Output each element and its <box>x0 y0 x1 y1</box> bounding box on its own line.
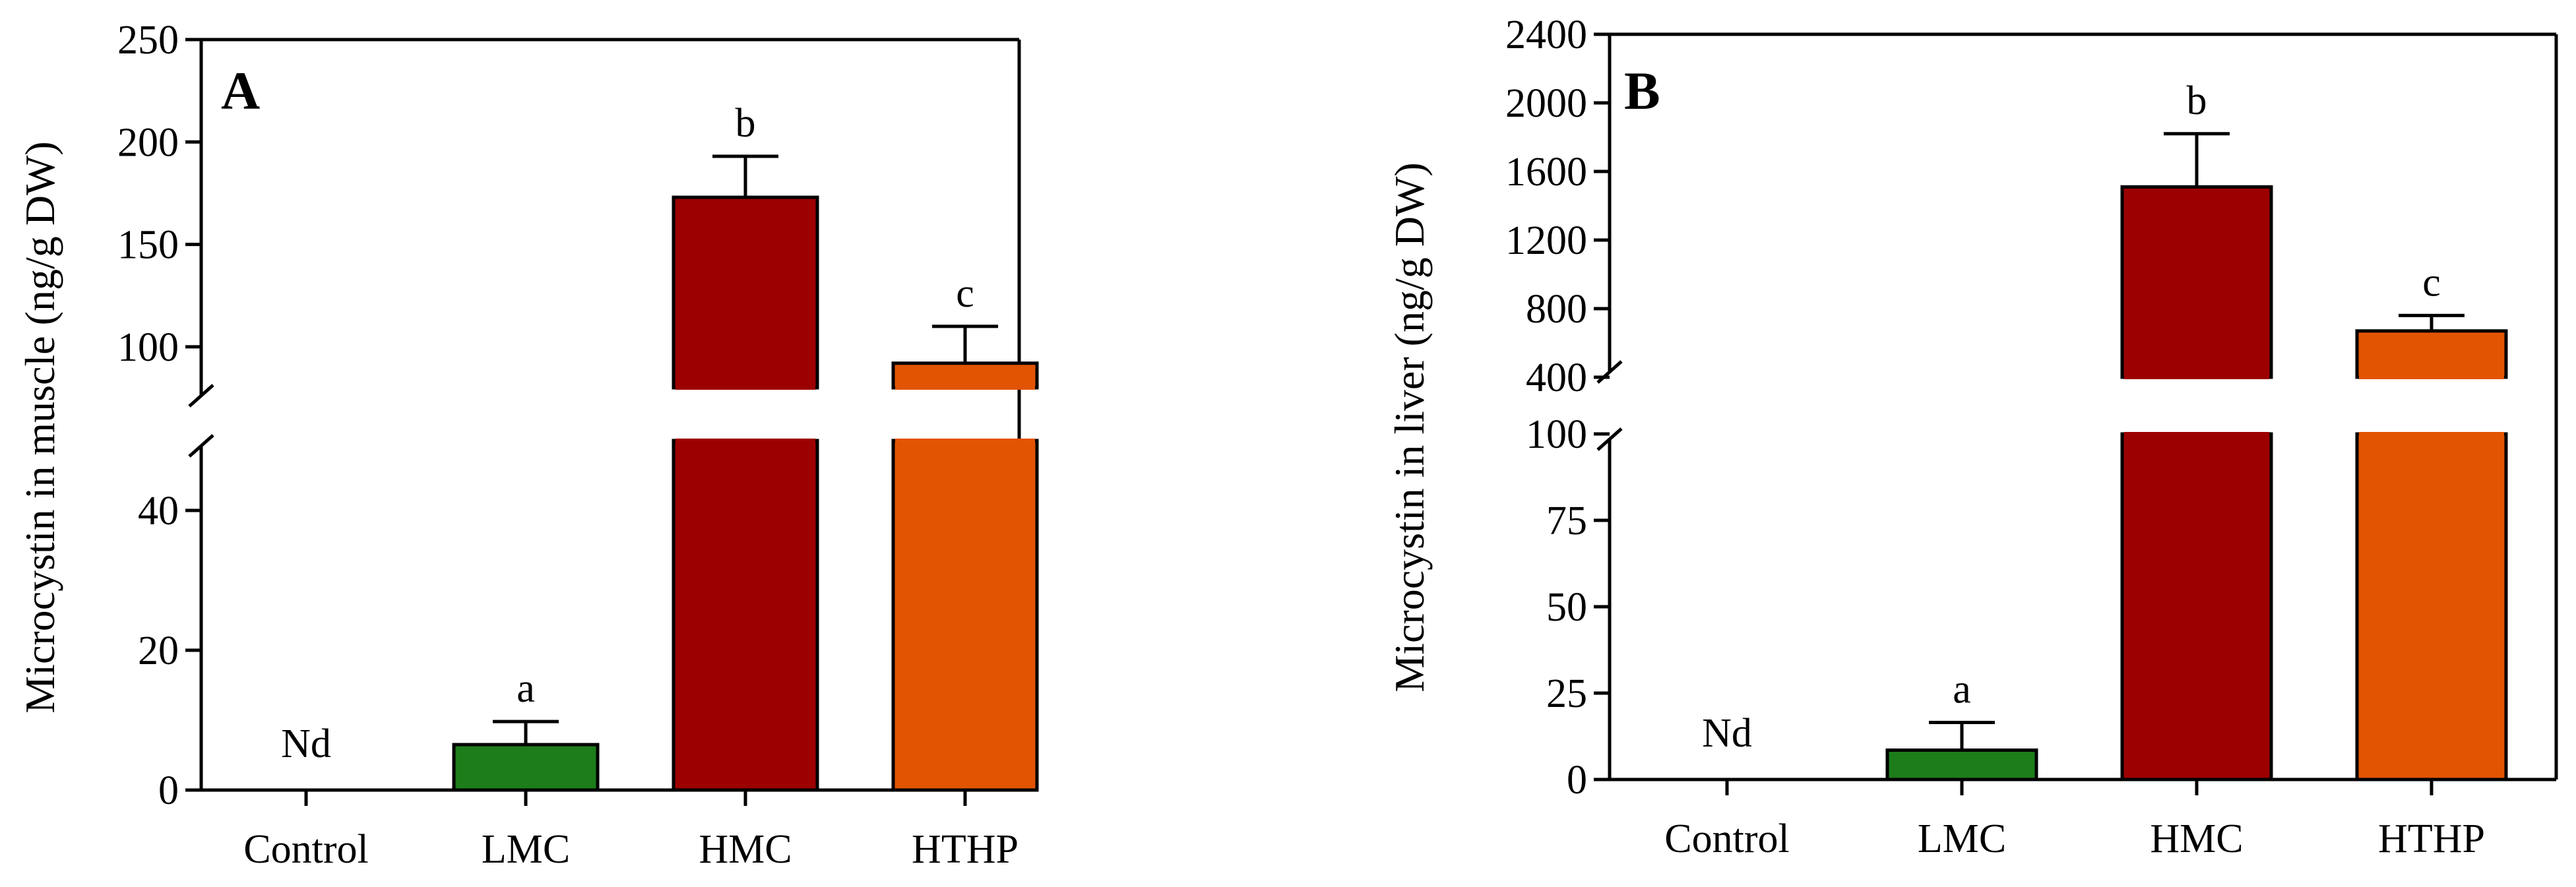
x-tick-label: LMC <box>1918 816 2006 861</box>
bar-hmc-upper <box>672 195 819 390</box>
significance-letter: a <box>1953 667 1971 712</box>
y-tick-label: 400 <box>1526 355 1587 400</box>
bar-hthp-upper <box>2355 329 2508 379</box>
y-tick-label: 50 <box>1546 585 1587 630</box>
bar-seam-fill <box>675 439 815 443</box>
error-bar <box>712 154 778 198</box>
x-tick-label: Control <box>1664 816 1789 861</box>
x-tick-label: LMC <box>482 827 570 872</box>
x-tick-label: HTHP <box>2378 816 2485 861</box>
error-bar <box>1929 721 1995 750</box>
bar-hmc-lower <box>2120 432 2273 781</box>
axis-break-mark <box>188 384 214 408</box>
panel-a-chart: A Microcystin in muscle (ng/g DW) 0 20 40 1… <box>16 18 1039 872</box>
panel-letter: B <box>1624 61 1660 121</box>
y-tick-label: 100 <box>117 325 179 370</box>
y-tick-label: 150 <box>117 223 179 268</box>
y-tick-label: 800 <box>1526 287 1587 332</box>
axis-break-mark <box>1596 360 1623 384</box>
bar-hthp-upper <box>891 361 1039 390</box>
bar-hmc-upper <box>2120 185 2273 379</box>
not-detected-label: Nd <box>281 721 331 766</box>
error-bar <box>2399 313 2465 331</box>
y-tick-label: 0 <box>1567 758 1587 803</box>
bar-lmc <box>1885 748 2038 781</box>
bar-seam-fill <box>675 386 815 390</box>
bar-seam-fill <box>2124 432 2269 436</box>
bar-hmc-lower <box>672 439 819 792</box>
x-tick-label: HMC <box>699 827 792 872</box>
bar-hthp-lower <box>2355 432 2508 781</box>
y-axis-title: Microcystin in liver (ng/g DW) <box>1386 162 1433 692</box>
bar-hthp-lower <box>891 439 1039 792</box>
y-tick-label: 20 <box>138 628 179 673</box>
significance-letter: c <box>956 271 974 316</box>
y-tick-label: 1600 <box>1505 150 1587 195</box>
y-tick-label: 2000 <box>1505 81 1587 126</box>
error-bar <box>932 324 998 363</box>
axis-break-mark <box>1596 427 1623 451</box>
axis-break-mark <box>188 434 214 458</box>
y-tick-label: 1200 <box>1505 218 1587 263</box>
x-tick-label: HMC <box>2150 816 2243 861</box>
significance-letter: a <box>517 666 535 711</box>
y-tick-label: 0 <box>158 768 179 813</box>
y-axis-title: Microcystin in muscle (ng/g DW) <box>16 141 63 713</box>
y-tick-label: 100 <box>1526 412 1587 457</box>
bar-seam-fill <box>895 386 1035 390</box>
y-tick-label: 40 <box>138 489 179 534</box>
significance-letter: c <box>2422 260 2441 305</box>
panel-b-chart: B Microcystin in liver (ng/g DW) 0 25 50 75… <box>1386 13 2558 861</box>
bar-seam-fill <box>2124 375 2269 379</box>
significance-letter: b <box>736 101 756 146</box>
x-tick-label: HTHP <box>912 827 1019 872</box>
panel-letter: A <box>221 61 260 121</box>
bar-lmc <box>452 743 600 792</box>
error-bar <box>493 719 559 745</box>
bar-seam-fill <box>895 439 1035 443</box>
bar-seam-fill <box>2359 375 2504 379</box>
y-tick-label: 75 <box>1546 499 1587 543</box>
y-tick-label: 250 <box>117 18 179 63</box>
bar-seam-fill <box>2359 432 2504 436</box>
x-tick-label: Control <box>243 827 368 872</box>
error-bar <box>2164 132 2230 187</box>
y-tick-label: 25 <box>1546 671 1587 716</box>
not-detected-label: Nd <box>1702 711 1752 756</box>
y-tick-label: 2400 <box>1505 13 1587 57</box>
significance-letter: b <box>2187 78 2207 123</box>
y-tick-label: 200 <box>117 120 179 165</box>
